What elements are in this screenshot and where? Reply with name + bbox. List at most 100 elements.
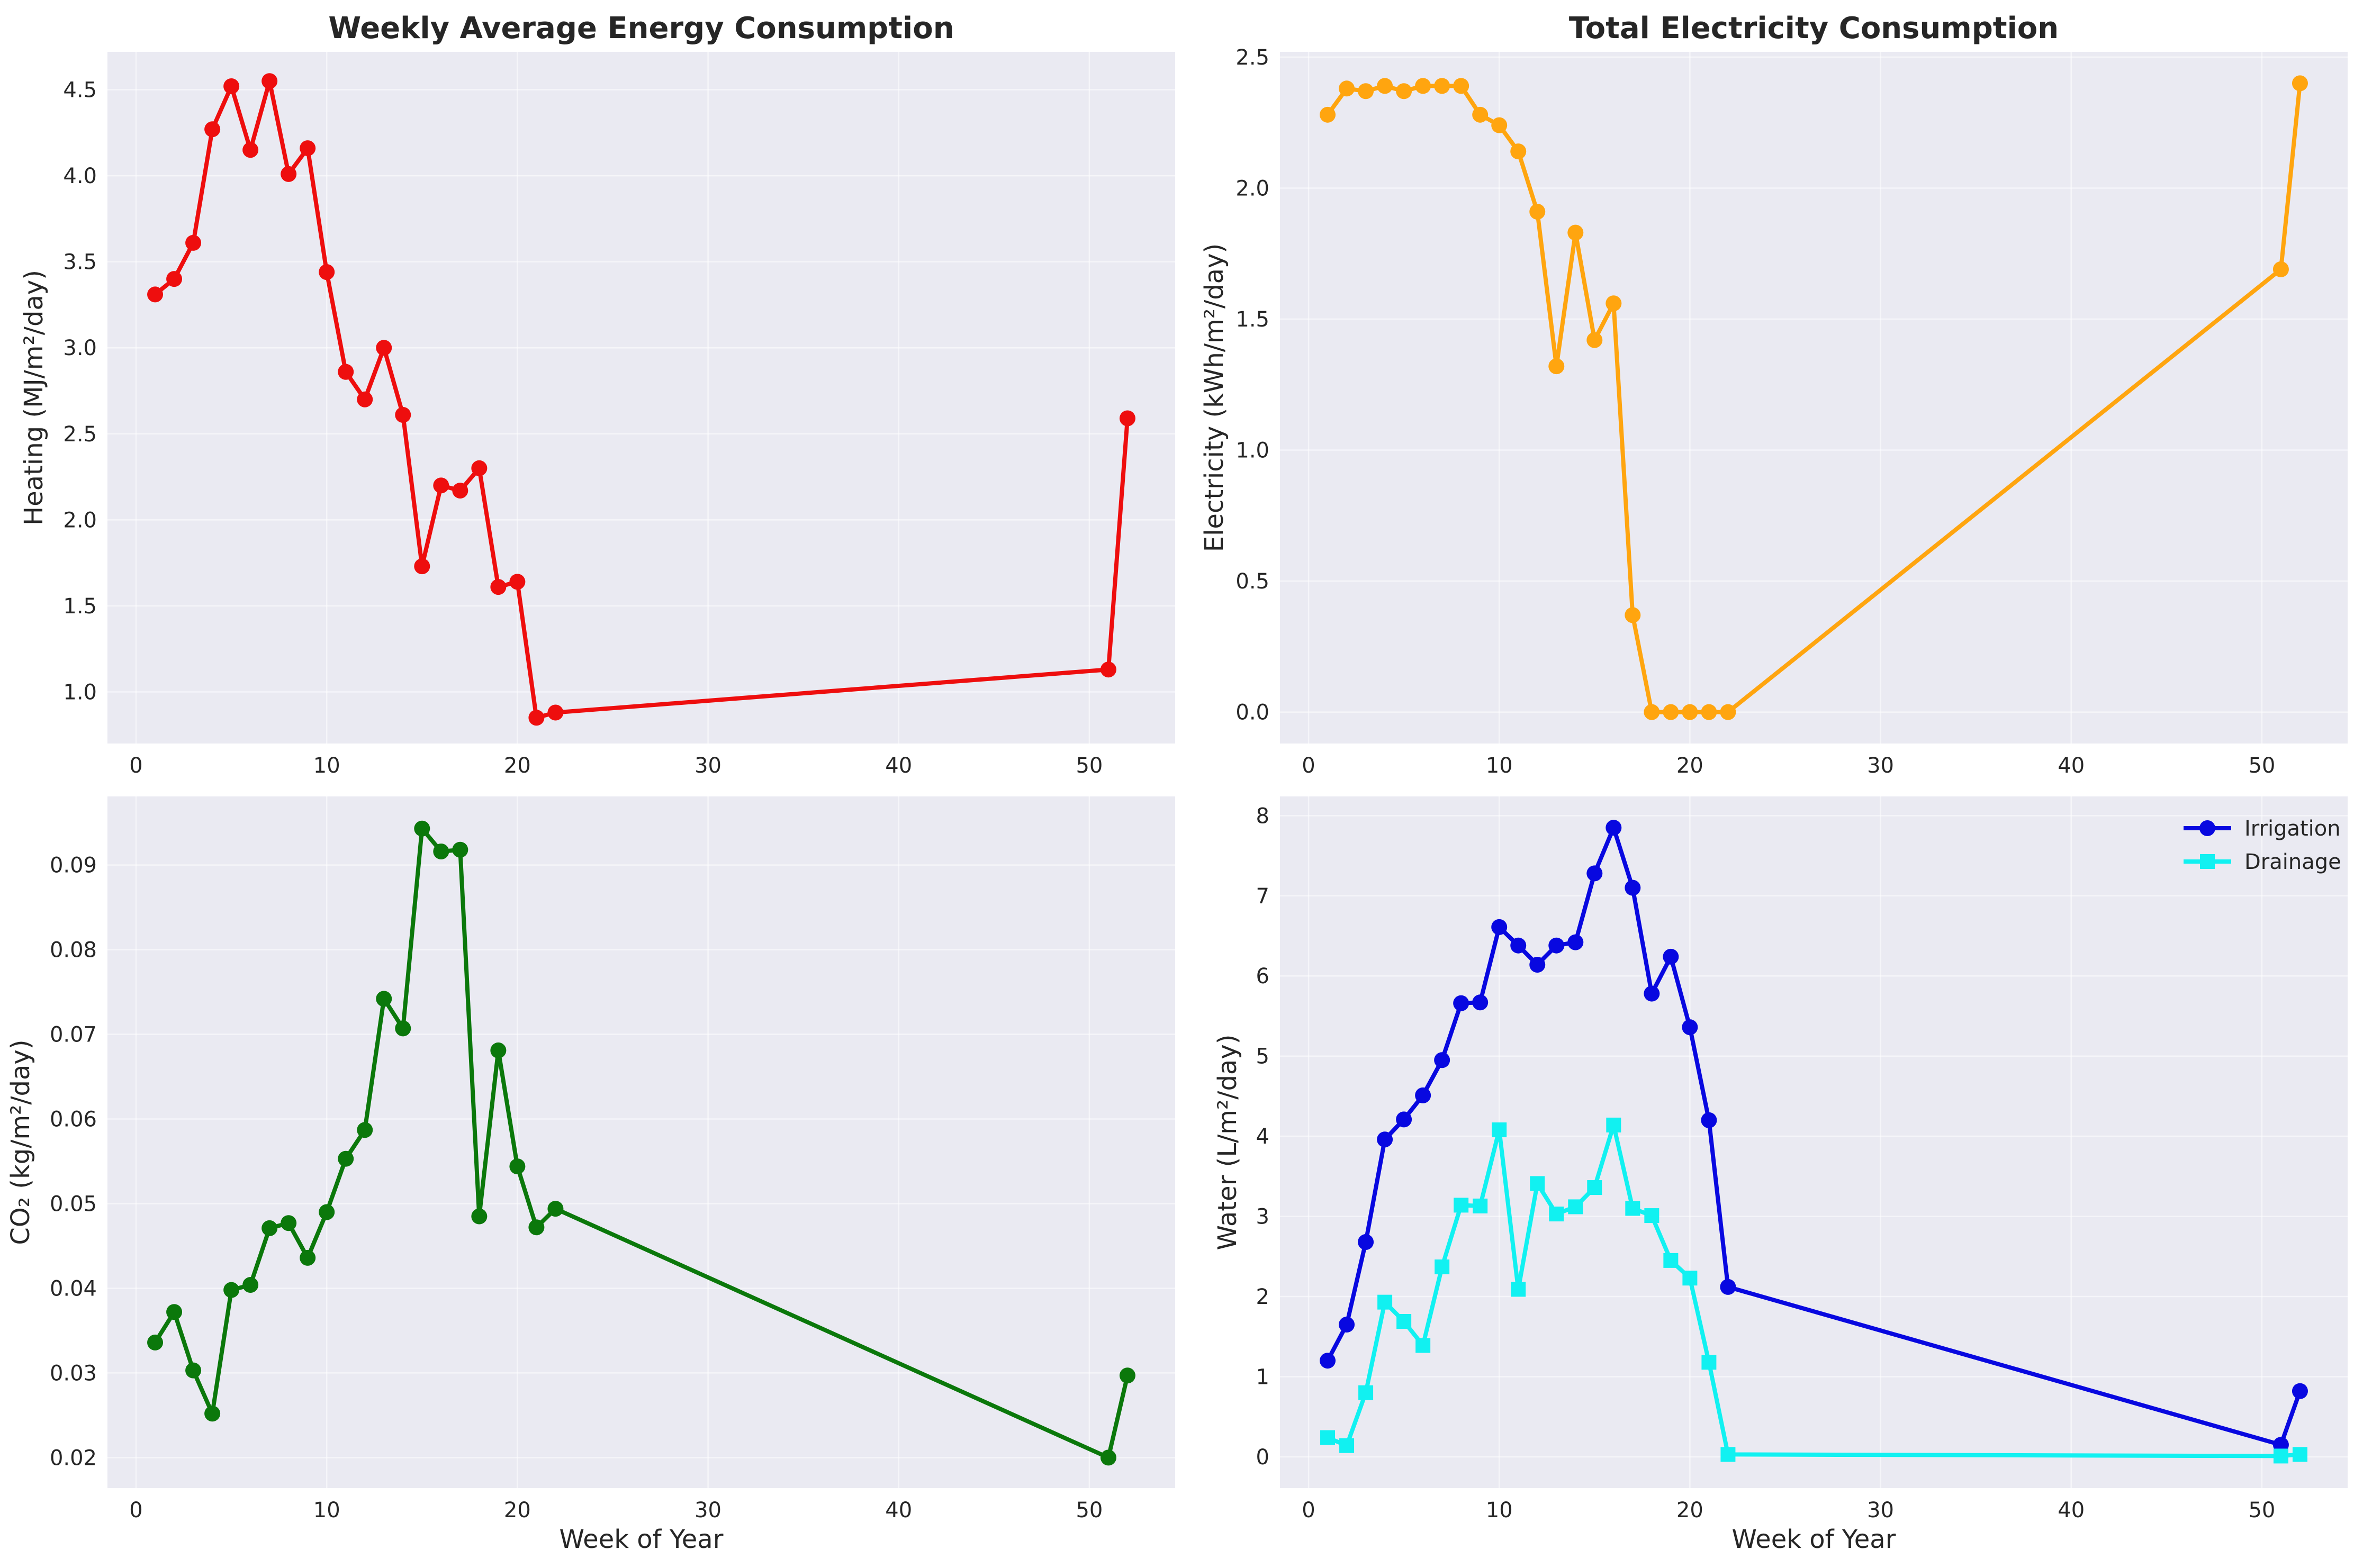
data-point [166,1304,183,1320]
data-point [1586,865,1603,882]
data-point [414,820,430,837]
data-point [547,1201,564,1217]
data-point [490,1042,507,1058]
x-tick-label: 30 [695,754,721,778]
data-point [471,1208,488,1225]
data-point [1701,1112,1717,1128]
data-point [1339,1317,1355,1333]
data-point [1119,410,1135,427]
x-tick-label: 30 [695,1498,721,1522]
data-point [528,1219,545,1236]
data-point [1453,995,1469,1011]
y-tick-label: 3.5 [63,250,97,275]
data-point [147,286,164,303]
data-point [509,574,526,590]
x-tick-label: 10 [1486,1498,1513,1522]
data-point [1454,1198,1469,1213]
data-point [2292,75,2308,92]
legend-label: Drainage [2244,850,2341,874]
data-point [509,1158,526,1175]
data-point [1549,1207,1564,1222]
data-point [1606,820,1622,836]
data-point [204,121,221,138]
y-tick-label: 0.0 [1235,701,1269,725]
y-tick-label: 3 [1256,1205,1269,1229]
y-tick-label: 0.05 [50,1192,97,1216]
panel-1: 0 10 20 30 40 50 1.0 1.5 2.0 2.5 3.0 3.5 4.0 4.5 Weekl… [19,11,1175,778]
y-tick-label: 2.0 [63,508,97,532]
data-point [1548,358,1565,375]
data-point [1119,1367,1135,1384]
plot-area [107,52,1175,744]
data-point [1530,1176,1545,1191]
plot-area [107,796,1175,1488]
x-tick-label: 50 [1076,754,1103,778]
data-point [319,264,335,280]
x-tick-label: 50 [2248,1498,2275,1522]
y-tick-label: 7 [1256,884,1269,909]
y-tick-label: 4.0 [63,164,97,188]
data-point [1492,1122,1507,1138]
panel-title: Weekly Average Energy Consumption [328,11,954,46]
data-point [1663,704,1679,720]
data-point [1682,1019,1698,1036]
data-point [1606,1117,1621,1132]
y-tick-label: 0.02 [50,1446,97,1470]
panel-title: Total Electricity Consumption [1569,11,2059,46]
data-point [1720,1279,1736,1295]
x-tick-label: 0 [1302,754,1315,778]
data-point [357,1122,373,1138]
y-tick-label: 0.08 [50,938,97,963]
data-point [1625,880,1641,896]
data-point [1320,106,1336,123]
plot-area [1280,52,2348,744]
y-tick-label: 1.0 [1235,439,1269,463]
data-point [1606,295,1622,312]
x-tick-label: 30 [1867,754,1894,778]
y-tick-label: 0.04 [50,1276,97,1301]
data-point [1567,224,1584,241]
y-tick-label: 8 [1256,804,1269,828]
data-point [147,1334,164,1351]
legend-marker [2199,820,2215,836]
y-axis-label: CO₂ (kg/m²/day) [6,1039,35,1245]
x-tick-label: 20 [504,1498,531,1522]
y-axis-label: Heating (MJ/m²/day) [19,270,49,525]
data-point [395,407,411,423]
x-tick-label: 40 [2058,754,2085,778]
data-point [2273,1448,2288,1464]
data-point [223,78,240,95]
data-point [1529,957,1546,973]
x-tick-label: 10 [1486,754,1513,778]
data-point [185,234,202,251]
data-point [1663,948,1679,965]
data-point [452,841,468,858]
y-tick-label: 1.0 [63,680,97,704]
legend-label: Irrigation [2244,817,2341,841]
data-point [1720,704,1736,720]
y-tick-label: 1 [1256,1365,1269,1389]
data-point [376,340,392,356]
panel-4: 0 10 20 30 40 50 0 1 2 3 4 5 6 7 8 Water (L/m²/day) Week… [1213,796,2348,1554]
data-point [1320,1353,1336,1369]
y-tick-label: 0.03 [50,1361,97,1385]
x-axis-label: Week of Year [560,1525,724,1554]
data-point [1472,994,1489,1011]
data-point [1663,1253,1679,1268]
y-tick-label: 0.5 [1235,569,1269,594]
data-point [1377,78,1393,94]
data-point [242,142,259,158]
data-point [1586,332,1603,348]
data-point [433,843,449,859]
y-tick-label: 6 [1256,964,1269,989]
data-point [1415,1087,1431,1103]
data-point [281,166,297,182]
data-point [414,558,430,575]
data-point [1548,937,1565,954]
data-point [1358,83,1374,99]
x-tick-label: 10 [313,754,340,778]
y-tick-label: 0 [1256,1445,1269,1470]
data-point [300,140,316,157]
data-point [261,73,278,89]
